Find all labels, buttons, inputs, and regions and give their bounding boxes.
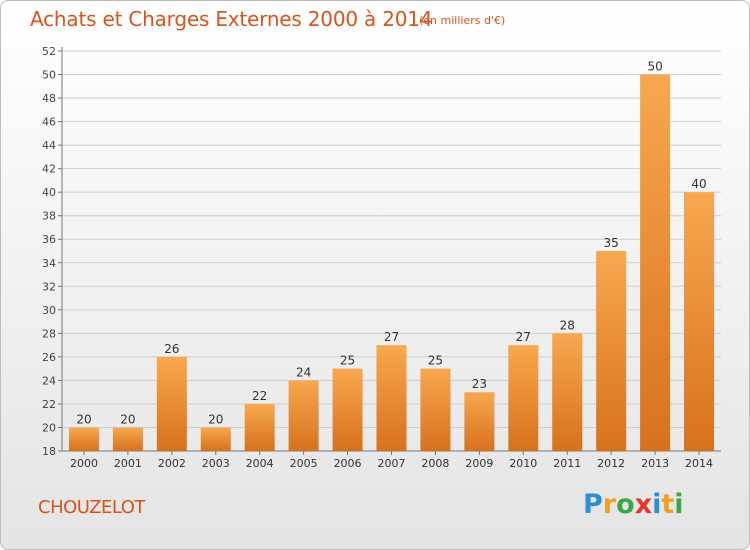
- y-tick-label: 38: [42, 210, 56, 223]
- x-tick-label: 2000: [70, 457, 98, 470]
- bar-value-label: 22: [252, 389, 267, 403]
- bar: [200, 427, 231, 451]
- proxiti-logo: Proxiti: [583, 489, 684, 520]
- bar-value-label: 25: [428, 354, 443, 368]
- x-tick-label: 2008: [421, 457, 449, 470]
- y-tick-label: 26: [42, 351, 56, 364]
- bar-value-label: 20: [120, 412, 135, 426]
- bar: [68, 427, 99, 451]
- x-tick-label: 2007: [378, 457, 406, 470]
- brand-letter: P: [583, 489, 603, 520]
- x-tick-label: 2006: [334, 457, 362, 470]
- bar: [464, 392, 495, 451]
- brand-letter: i: [652, 489, 662, 520]
- x-tick-label: 2013: [641, 457, 669, 470]
- x-tick-label: 2005: [290, 457, 318, 470]
- bar: [420, 368, 451, 451]
- bar: [376, 345, 407, 451]
- x-tick-label: 2001: [114, 457, 142, 470]
- y-tick-label: 32: [42, 280, 56, 293]
- bar: [112, 427, 143, 451]
- y-tick-label: 36: [42, 233, 56, 246]
- y-tick-label: 18: [42, 445, 56, 458]
- y-tick-label: 50: [42, 69, 56, 82]
- y-tick-label: 22: [42, 398, 56, 411]
- bar-value-label: 24: [296, 365, 311, 379]
- bar-value-label: 50: [647, 60, 662, 74]
- bar-value-label: 28: [560, 318, 575, 332]
- bar: [640, 74, 671, 451]
- x-tick-label: 2014: [685, 457, 713, 470]
- bar-value-label: 27: [516, 330, 531, 344]
- x-tick-label: 2011: [553, 457, 581, 470]
- bar: [332, 368, 363, 451]
- bar: [244, 403, 275, 451]
- y-tick-label: 20: [42, 421, 56, 434]
- y-tick-label: 40: [42, 186, 56, 199]
- y-tick-label: 44: [42, 139, 56, 152]
- bar: [596, 251, 627, 451]
- bar-value-label: 20: [76, 412, 91, 426]
- x-tick-label: 2009: [465, 457, 493, 470]
- y-tick-label: 46: [42, 116, 56, 129]
- brand-letter: t: [661, 489, 675, 520]
- bar-value-label: 35: [604, 236, 619, 250]
- bar-value-label: 26: [164, 342, 179, 356]
- y-tick-label: 42: [42, 163, 56, 176]
- bar: [684, 192, 715, 452]
- x-tick-label: 2012: [597, 457, 625, 470]
- bar-value-label: 27: [384, 330, 399, 344]
- x-tick-label: 2010: [509, 457, 537, 470]
- x-tick-label: 2004: [246, 457, 274, 470]
- y-tick-label: 28: [42, 327, 56, 340]
- bar: [288, 380, 319, 451]
- brand-letter: x: [634, 489, 653, 520]
- x-tick-label: 2002: [158, 457, 186, 470]
- chart-title: Achats et Charges Externes 2000 à 2014: [30, 7, 433, 31]
- brand-letter: i: [674, 489, 684, 520]
- brand-letter: r: [602, 489, 617, 520]
- bar-value-label: 23: [472, 377, 487, 391]
- bar: [552, 333, 583, 451]
- bar-value-label: 25: [340, 354, 355, 368]
- bar-value-label: 20: [208, 412, 223, 426]
- brand-letter: o: [616, 489, 635, 520]
- y-tick-label: 34: [42, 257, 56, 270]
- y-tick-label: 24: [42, 374, 56, 387]
- bar: [508, 345, 539, 451]
- bar: [156, 356, 187, 451]
- bar-value-label: 40: [691, 177, 706, 191]
- x-tick-label: 2003: [202, 457, 230, 470]
- y-tick-label: 48: [42, 92, 56, 105]
- commune-name: CHOUZELOT: [38, 497, 145, 518]
- chart-subtitle: (en milliers d'€): [419, 14, 506, 27]
- y-tick-label: 52: [42, 45, 56, 58]
- y-tick-label: 30: [42, 304, 56, 317]
